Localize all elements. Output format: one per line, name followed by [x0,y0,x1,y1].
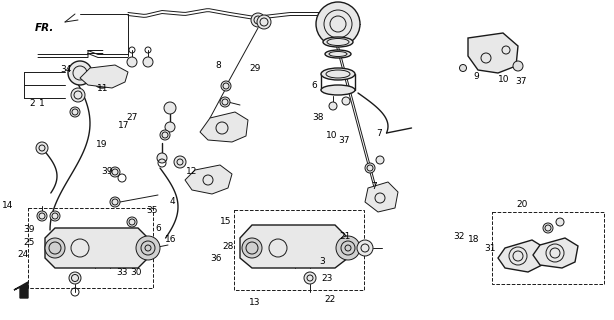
Circle shape [543,223,553,233]
Circle shape [136,236,160,260]
Circle shape [164,102,176,114]
Circle shape [242,238,262,258]
Circle shape [143,57,153,67]
Bar [234,210,364,290]
Circle shape [71,88,85,102]
Circle shape [70,107,80,117]
Circle shape [157,153,167,163]
Polygon shape [80,65,128,88]
Text: 20: 20 [516,200,527,209]
Text: 33: 33 [116,268,127,277]
Circle shape [459,65,467,71]
Text: 37: 37 [515,77,526,86]
Circle shape [50,211,60,221]
Circle shape [251,13,265,27]
Text: 30: 30 [131,268,142,277]
Text: 6: 6 [311,81,317,90]
Text: 24: 24 [18,250,29,259]
Circle shape [110,197,120,207]
Circle shape [68,61,92,85]
Text: 4: 4 [169,197,175,206]
Ellipse shape [323,37,353,47]
Ellipse shape [321,85,355,95]
Text: 19: 19 [96,140,107,149]
Circle shape [304,272,316,284]
Text: 2: 2 [29,99,35,108]
Text: 8: 8 [215,61,221,70]
Circle shape [134,231,142,239]
Text: 10: 10 [498,75,509,84]
Circle shape [94,72,110,88]
Polygon shape [365,182,398,212]
Text: 31: 31 [484,244,495,253]
Polygon shape [200,112,248,142]
Circle shape [342,97,350,105]
Text: 36: 36 [211,254,222,263]
Text: FR.: FR. [34,23,54,33]
Text: 39: 39 [102,167,113,176]
Text: 32: 32 [454,232,465,241]
Circle shape [513,61,523,71]
Text: 11: 11 [98,84,109,93]
Text: 27: 27 [126,113,138,122]
Text: 29: 29 [249,64,260,73]
Text: 37: 37 [338,136,349,145]
Text: 14: 14 [2,201,13,210]
Text: 18: 18 [468,235,480,244]
Circle shape [316,2,360,46]
Ellipse shape [321,68,355,80]
Text: 1: 1 [39,99,45,108]
Text: 21: 21 [340,232,351,241]
Circle shape [160,130,170,140]
Text: 12: 12 [186,167,197,176]
Circle shape [127,57,137,67]
Circle shape [336,236,360,260]
Bar [492,212,604,284]
Text: 7: 7 [371,182,378,191]
Polygon shape [240,225,348,268]
Circle shape [45,238,65,258]
Circle shape [556,218,564,226]
Text: 39: 39 [24,225,35,234]
Circle shape [174,156,186,168]
Polygon shape [533,238,578,268]
Text: 23: 23 [321,274,332,283]
Text: 13: 13 [249,298,260,307]
Circle shape [110,167,120,177]
Text: 35: 35 [147,206,158,215]
Circle shape [127,217,137,227]
Text: 17: 17 [119,121,130,130]
Polygon shape [45,228,148,268]
Circle shape [37,211,47,221]
Circle shape [221,81,231,91]
Polygon shape [14,282,28,298]
Circle shape [357,240,373,256]
Polygon shape [185,165,232,194]
Polygon shape [498,240,545,272]
Circle shape [376,156,384,164]
Text: 9: 9 [473,72,479,81]
Text: 7: 7 [376,129,383,138]
Text: 25: 25 [24,238,35,247]
Circle shape [220,97,230,107]
Text: 16: 16 [165,235,176,244]
Circle shape [329,102,337,110]
Ellipse shape [325,50,351,58]
Text: 28: 28 [223,242,234,251]
Circle shape [36,142,48,154]
Circle shape [165,122,175,132]
Text: 10: 10 [326,131,337,140]
Text: 38: 38 [313,113,324,122]
Bar [28,208,153,288]
Circle shape [69,272,81,284]
Text: 22: 22 [325,295,336,304]
Text: 6: 6 [155,224,161,233]
Circle shape [257,15,271,29]
Text: 34: 34 [61,65,72,74]
Text: 15: 15 [220,217,231,226]
Text: 3: 3 [319,257,325,266]
Polygon shape [468,33,518,73]
Circle shape [365,163,375,173]
